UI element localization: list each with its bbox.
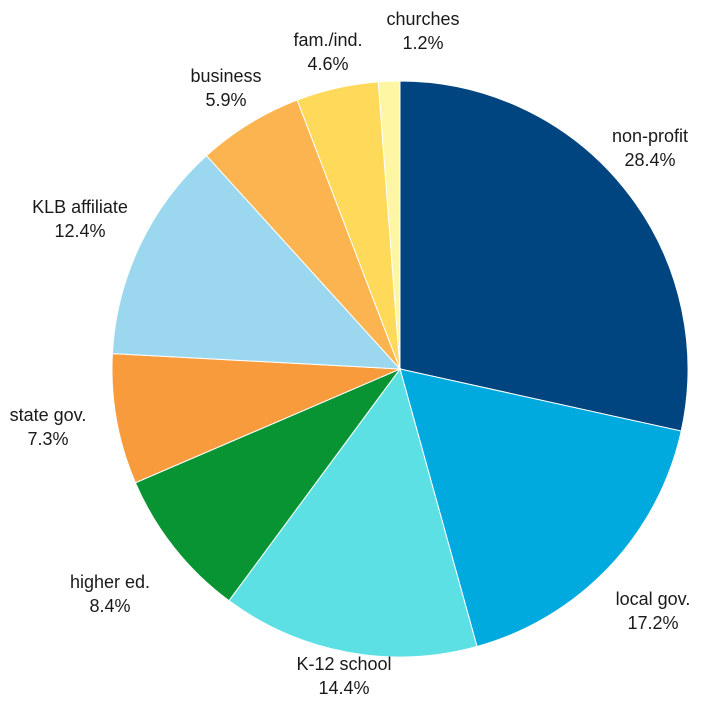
pie-label-klb-affiliate: KLB affiliate 12.4% (32, 197, 128, 241)
pie-label-name: fam./ind. (293, 30, 362, 50)
pie-labels: non-profit 28.4% local gov. 17.2% K-12 schoo… (10, 9, 691, 698)
pie-label-business: business 5.9% (190, 66, 261, 110)
pie-slice-non-profit (399, 80, 689, 432)
pie-slice-churches (377, 80, 401, 370)
pie-slice-higher-ed (134, 367, 402, 602)
pie-label-k-12-school: K-12 school 14.4% (296, 654, 391, 698)
pie-label-name: state gov. (10, 405, 87, 425)
pie-slices (111, 80, 689, 658)
pie-label-name: non-profit (612, 126, 688, 146)
pie-label-name: churches (386, 9, 459, 29)
pie-label-value: 5.9% (205, 90, 246, 110)
pie-slice-local-gov (399, 368, 682, 648)
pie-label-name: higher ed. (70, 572, 150, 592)
pie-label-value: 28.4% (624, 150, 675, 170)
pie-label-churches: churches 1.2% (386, 9, 459, 53)
pie-label-name: KLB affiliate (32, 197, 128, 217)
pie-label-non-profit: non-profit 28.4% (612, 126, 688, 170)
pie-label-value: 8.4% (89, 596, 130, 616)
pie-label-value: 1.2% (402, 33, 443, 53)
pie-label-value: 7.3% (27, 429, 68, 449)
pie-label-name: business (190, 66, 261, 86)
pie-label-local-gov: local gov. 17.2% (616, 589, 691, 633)
pie-label-value: 12.4% (54, 221, 105, 241)
pie-label-value: 14.4% (318, 678, 369, 698)
pie-slice-state-gov (111, 353, 401, 484)
pie-label-fam-ind: fam./ind. 4.6% (293, 30, 362, 74)
pie-label-name: local gov. (616, 589, 691, 609)
pie-label-value: 17.2% (627, 613, 678, 633)
pie-label-state-gov: state gov. 7.3% (10, 405, 87, 449)
pie-slice-klb-affiliate (111, 154, 402, 370)
pie-label-value: 4.6% (307, 54, 348, 74)
pie-label-higher-ed: higher ed. 8.4% (70, 572, 150, 616)
pie-slice-k-12-school (228, 367, 478, 658)
pie-label-name: K-12 school (296, 654, 391, 674)
